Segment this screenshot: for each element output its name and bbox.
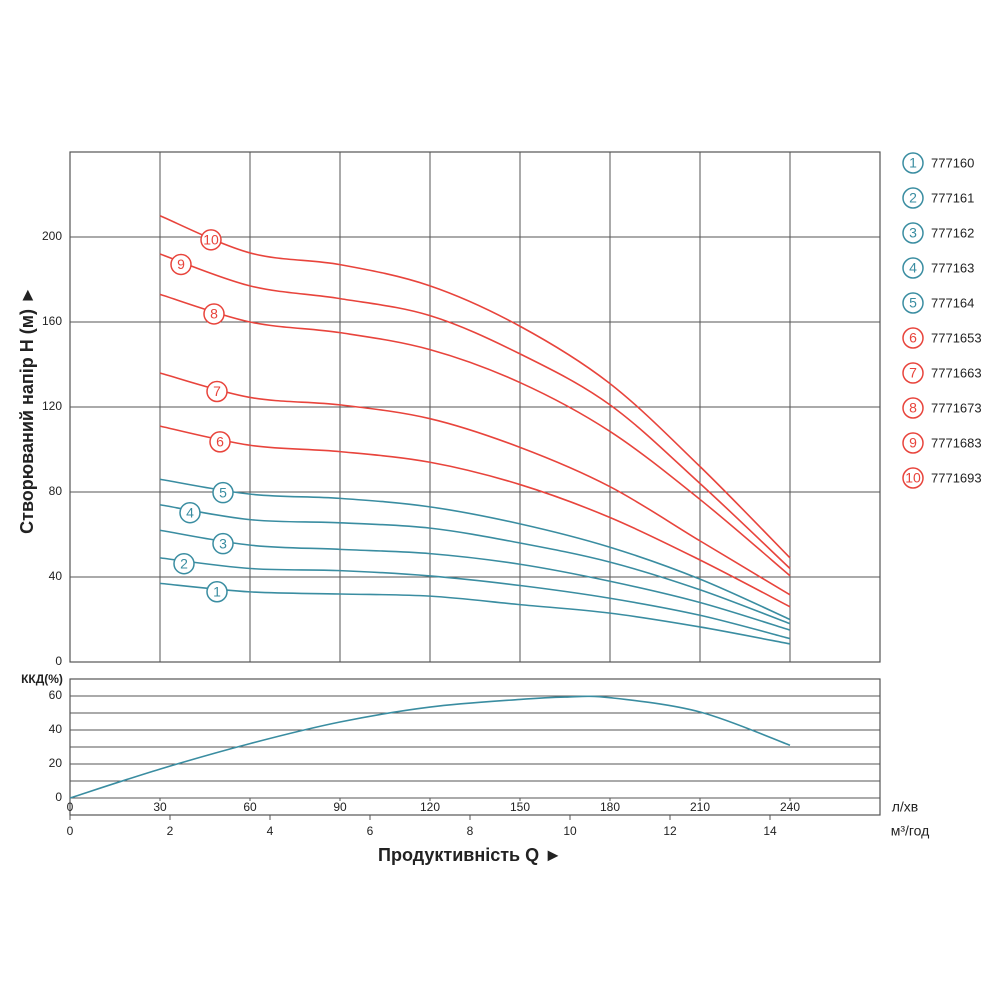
legend-label: 777160 [931,155,974,170]
legend-number: 7 [909,365,917,381]
legend-circle [902,292,924,314]
y-tick-label: 40 [49,569,63,583]
curve-label: 7 [213,383,221,399]
legend-circle [902,467,924,489]
curve-label: 4 [186,504,194,520]
y-tick-label: 120 [42,399,62,413]
curve-label: 5 [219,484,227,500]
legend-number: 2 [909,190,917,206]
series-line [159,478,791,621]
curve-label: 3 [219,535,227,551]
legend-label: 777164 [931,295,974,310]
x2-tick-label: 4 [267,824,274,838]
y-axis-title: Створюваний напір H (м) ► [17,286,37,534]
x-tick-label: 150 [510,800,530,814]
curve-label: 9 [177,256,185,272]
y-tick-label: 200 [42,229,62,243]
legend-label: 7771693 [931,470,982,485]
legend-circle [902,187,924,209]
y-tick-label: 80 [49,484,63,498]
legend-circle [902,222,924,244]
legend-label: 7771663 [931,365,982,380]
legend-number: 4 [909,260,917,276]
curve-label: 6 [216,434,224,450]
legend-circle [902,152,924,174]
series-line [159,582,791,645]
curve-label-circle [206,581,228,603]
x2-tick-label: 0 [67,824,74,838]
legend-label: 7771683 [931,435,982,450]
y-tick-label: 160 [42,314,62,328]
curve-label-circle [173,552,195,575]
legend-number: 9 [909,435,917,451]
x2-tick-label: 14 [763,824,777,838]
legend-number: 10 [905,470,921,486]
y-tick-label: 20 [49,756,63,770]
curve-label: 2 [180,555,188,571]
x-tick-label: 0 [67,800,74,814]
series-line [159,425,791,608]
x-tick-label: 30 [153,800,167,814]
efficiency-line [69,695,791,799]
legend-circle [902,362,924,384]
legend-label: 7771653 [931,330,982,345]
curve-label: 10 [203,232,219,248]
legend-number: 5 [909,295,917,311]
series-line [159,253,791,570]
curve-label-circle [200,229,222,251]
x2-tick-label: 2 [167,824,174,838]
legend-label: 777162 [931,225,974,240]
x-tick-label: 120 [420,800,440,814]
x-tick-label: 240 [780,800,800,814]
legend-number: 6 [909,330,917,346]
x2-tick-label: 10 [563,824,577,838]
legend-circle [902,432,924,454]
series-line [159,557,791,640]
legend-number: 8 [909,400,917,416]
series-line [159,293,791,577]
legend-number: 3 [909,225,917,241]
curve-label-circle [209,431,231,453]
y-tick-label: 40 [49,722,63,736]
legend-circle [902,397,924,419]
x-tick-label: 90 [333,800,347,814]
x-tick-label: 180 [600,800,620,814]
x2-tick-label: 8 [467,824,474,838]
legend-label: 777161 [931,190,974,205]
x-tick-label: 60 [243,800,257,814]
curve-label-circle [212,481,234,504]
series-line [159,215,791,559]
series-line [159,503,791,625]
curve-label-circle [206,380,228,403]
legend-label: 7771673 [931,400,982,415]
curve-label-circle [212,532,234,555]
series-line [159,529,791,631]
curve-label: 8 [210,306,218,322]
x2-tick-label: 6 [367,824,374,838]
y-tick-label: 0 [55,790,62,804]
x-unit: л/хв [892,799,919,815]
curve-label-circle [203,303,225,325]
x-tick-label: 210 [690,800,710,814]
curve-label-circle [170,253,192,276]
x-axis-title: Продуктивність Q ► [378,845,562,865]
y-tick-label: 0 [55,654,62,668]
legend-circle [902,257,924,279]
curve-label: 1 [213,583,221,599]
x2-tick-label: 12 [663,824,677,838]
legend-number: 1 [909,155,917,171]
legend-circle [902,327,924,349]
series-line [159,372,791,596]
x2-unit: м³/год [891,823,930,839]
efficiency-axis-title: ККД(%) [21,672,63,686]
y-tick-label: 60 [49,688,63,702]
legend-label: 777163 [931,260,974,275]
curve-label-circle [179,501,201,524]
